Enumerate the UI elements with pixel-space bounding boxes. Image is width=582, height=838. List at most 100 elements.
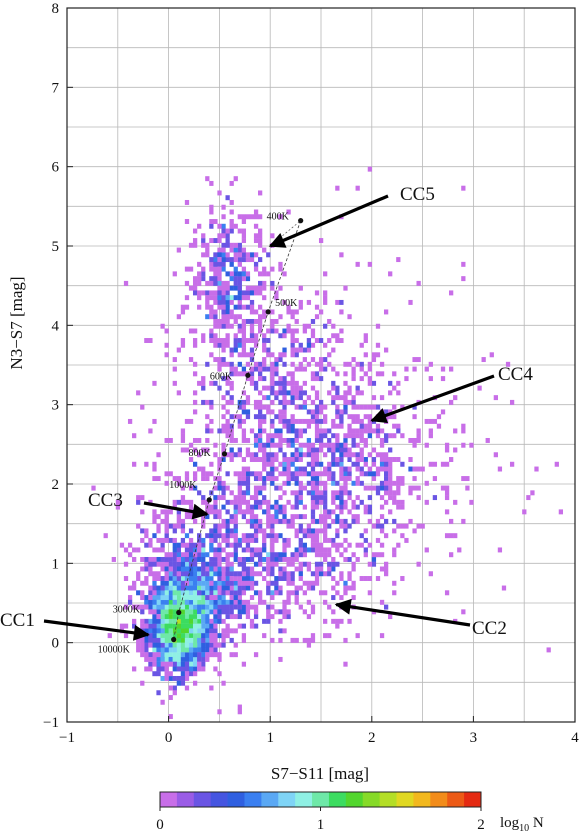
density-cell (428, 376, 433, 382)
density-cell (213, 276, 218, 282)
density-cell (123, 633, 129, 639)
density-cell (274, 533, 279, 539)
density-cell (205, 471, 210, 477)
density-cell (253, 437, 259, 443)
density-cell (485, 437, 490, 443)
density-cell (444, 447, 450, 453)
density-cell (253, 471, 259, 477)
density-cell (347, 314, 352, 320)
track-label: 10000K (98, 644, 131, 655)
density-cell (278, 428, 283, 434)
density-cell (258, 499, 263, 505)
density-cell (367, 366, 372, 372)
density-cell (412, 357, 417, 363)
density-cell (184, 656, 190, 662)
density-cell (262, 376, 267, 382)
density-cell (184, 604, 190, 610)
density-cell (201, 628, 206, 634)
density-cell (201, 523, 206, 529)
density-cell (168, 614, 173, 620)
density-cell (392, 547, 397, 553)
density-cell (209, 257, 214, 263)
density-cell (156, 661, 161, 667)
density-cell (249, 318, 255, 324)
density-cell (168, 571, 173, 577)
density-cell (436, 414, 442, 420)
density-cell (355, 414, 360, 420)
density-cell (132, 547, 137, 553)
density-cell (241, 609, 247, 615)
density-cell (201, 495, 206, 501)
density-cell (164, 637, 169, 643)
density-cell (392, 480, 397, 486)
density-cell (233, 652, 238, 658)
density-cell (164, 561, 169, 567)
density-cell (355, 390, 360, 396)
density-cell (221, 261, 226, 267)
density-cell (176, 571, 181, 577)
density-cell (363, 528, 368, 534)
density-cell (388, 271, 393, 277)
density-cell (233, 514, 238, 520)
density-cell (168, 595, 173, 601)
density-cell (278, 609, 283, 615)
density-cell (424, 442, 429, 448)
density-cell (253, 414, 259, 420)
density-cell (274, 590, 279, 596)
density-cell (323, 633, 328, 639)
density-cell (160, 547, 165, 553)
density-cell (351, 376, 356, 382)
density-cell (152, 571, 157, 577)
density-cell (258, 285, 263, 291)
density-cell (343, 433, 348, 439)
density-cell (347, 476, 352, 482)
density-cell (294, 452, 299, 458)
density-cell (192, 604, 198, 610)
density-cell (461, 428, 466, 434)
density-cell (420, 466, 425, 472)
density-cell (270, 418, 275, 424)
density-cell (180, 304, 186, 310)
density-cell (201, 242, 206, 248)
density-cell (258, 447, 263, 453)
density-cell (148, 566, 153, 572)
density-cell (249, 556, 255, 562)
density-cell (221, 604, 226, 610)
density-cell (205, 604, 210, 610)
density-cell (249, 523, 255, 529)
density-cell (229, 309, 234, 315)
density-cell (294, 457, 299, 462)
density-cell (302, 514, 307, 520)
density-cell (286, 537, 291, 543)
density-cell (241, 580, 247, 586)
density-cell (148, 571, 153, 577)
density-cell (201, 623, 206, 629)
density-cell (192, 642, 198, 648)
density-cell (262, 357, 267, 363)
density-cell (233, 342, 238, 348)
density-cell (237, 499, 242, 505)
density-cell (310, 452, 316, 458)
density-cell (314, 533, 320, 539)
density-cell (136, 637, 141, 643)
density-cell (290, 518, 295, 524)
density-cell (343, 447, 348, 453)
density-cell (221, 609, 226, 615)
density-cell (388, 447, 393, 453)
density-cell (428, 361, 433, 367)
density-cell (347, 471, 352, 477)
density-cell (274, 357, 279, 363)
density-cell (188, 656, 194, 662)
density-cell (310, 480, 316, 486)
density-cell (192, 628, 198, 634)
density-cell (160, 590, 165, 596)
density-cell (140, 652, 145, 658)
density-cell (209, 652, 214, 658)
density-cell (241, 566, 247, 572)
density-cell (160, 604, 165, 610)
density-cell (152, 642, 157, 648)
density-cell (290, 361, 295, 367)
density-cell (241, 252, 247, 258)
density-cell (156, 647, 161, 653)
density-cell (209, 556, 214, 562)
